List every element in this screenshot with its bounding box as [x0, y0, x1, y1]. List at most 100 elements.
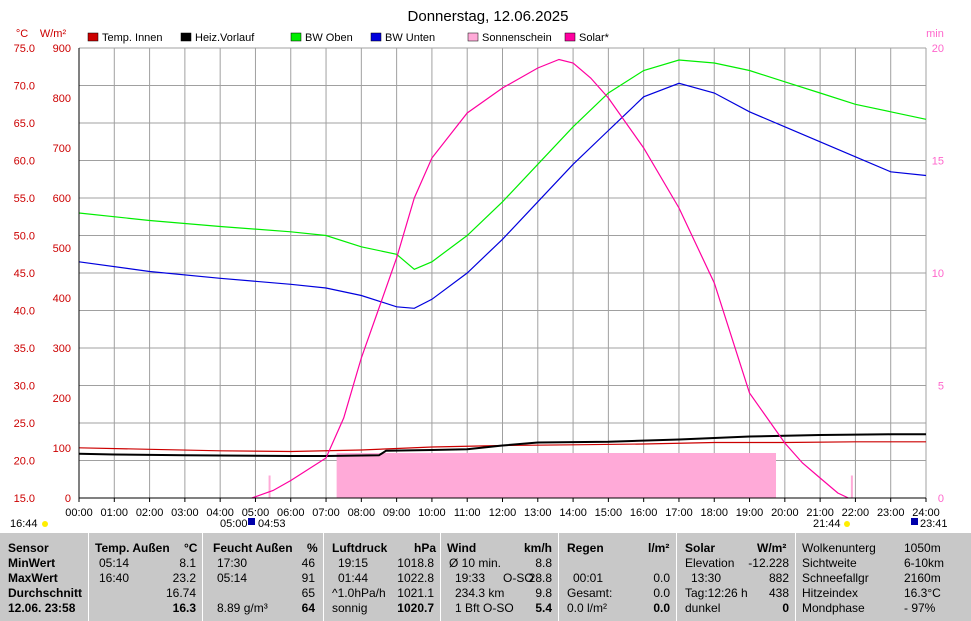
x-tick-label: 03:00	[171, 507, 199, 519]
solar-elevation-value: -12.228	[748, 556, 789, 570]
wind-max-value: 28.8	[528, 571, 552, 585]
rain-total-value: 0.0	[653, 586, 670, 600]
sensor-column: Sensor MinWert MaxWert Durchschnitt 12.0…	[0, 533, 88, 621]
pressure-header: Luftdruck	[332, 541, 388, 555]
y-tick-celsius: 20.0	[14, 456, 35, 468]
series-line-heiz-vorlauf	[78, 433, 926, 457]
x-tick-label: 04:00	[206, 507, 234, 519]
divider	[88, 533, 89, 621]
temp-current-value: 16.3	[172, 601, 196, 615]
wind-beaufort: 1 Bft O-SO	[455, 601, 514, 615]
pressure-current-value: 1020.7	[397, 601, 434, 615]
x-tick-label: 06:00	[277, 507, 305, 519]
stats-panel: Sensor MinWert MaxWert Durchschnitt 12.0…	[0, 533, 971, 621]
y-tick-wm2: 100	[53, 443, 71, 455]
rain-max-value: 0.0	[653, 571, 670, 585]
marker-21-44: 21:44	[813, 518, 841, 530]
solar-unit: W/m²	[757, 541, 787, 555]
rain-amount: 0.0 l/m²	[567, 601, 608, 615]
legend-swatch	[370, 32, 382, 42]
rain-unit: l/m²	[648, 541, 670, 555]
x-tick-label: 23:00	[877, 507, 905, 519]
heat-index-value: 16.3°C	[904, 586, 941, 600]
y-tick-celsius: 15.0	[14, 493, 35, 505]
y-tick-min: 0	[938, 493, 944, 505]
legend-swatch	[467, 32, 479, 42]
solar-state: dunkel	[685, 601, 721, 615]
humidity-max-time: 05:14	[217, 571, 248, 585]
humidity-header: Feucht Außen	[213, 541, 293, 555]
y-tick-celsius: 25.0	[14, 418, 35, 430]
x-tick-label: 09:00	[383, 507, 411, 519]
marker-05-00: 05:00	[220, 518, 248, 530]
misc-column: Wolkenunterg 1050m Sichtweite 6-10km Sch…	[796, 533, 971, 621]
wind-max-direction: O-SO	[503, 571, 534, 585]
visibility-value: 6-10km	[904, 556, 945, 570]
y-tick-celsius: 55.0	[14, 193, 35, 205]
wind-header: Wind	[447, 541, 477, 555]
solar-max-time: 13:30	[691, 571, 722, 585]
legend-label: BW Unten	[385, 32, 435, 44]
snowline-label: Schneefallgr	[802, 571, 869, 585]
chart: Donnerstag, 12.06.2025 °C W/m² min Temp.…	[10, 8, 948, 530]
temp-max-time: 16:40	[99, 571, 130, 585]
solar-elevation-label: Elevation	[685, 556, 735, 570]
divider	[795, 533, 796, 621]
humidity-avg-value: 65	[301, 586, 315, 600]
pressure-max-time: 01:44	[338, 571, 369, 585]
humidity-unit: %	[307, 541, 318, 555]
rain-header: Regen	[567, 541, 604, 555]
temp-column: Temp. Außen °C 05:14 8.1 16:40 23.2 16.7…	[89, 533, 202, 621]
marker-sunrise-icon	[248, 518, 255, 525]
humidity-absolute: 8.89 g/m³	[217, 601, 268, 615]
series-line-temp-innen	[78, 441, 926, 453]
marker-04-53: 04:53	[258, 518, 286, 530]
y-tick-wm2: 400	[53, 293, 71, 305]
wind-column: Wind km/h Ø 10 min. 8.8 19:33 O-SO 28.8 …	[441, 533, 558, 621]
solar-max-value: 882	[768, 571, 789, 585]
y-tick-wm2: 200	[53, 393, 71, 405]
x-tick-label: 02:00	[136, 507, 164, 519]
divider	[440, 533, 441, 621]
y-tick-celsius: 45.0	[14, 268, 35, 280]
pressure-avg-value: 1021.1	[397, 586, 434, 600]
series-line-bw-unten	[78, 82, 927, 309]
y-tick-celsius: 35.0	[14, 343, 35, 355]
wind-avg-label: Ø 10 min.	[449, 556, 502, 570]
wind-daily-avg: 9.8	[535, 586, 552, 600]
humidity-current-value: 64	[301, 601, 315, 615]
marker-16-44: 16:44	[10, 518, 38, 530]
moon-phase-label: Mondphase	[802, 601, 865, 615]
y-tick-wm2: 800	[53, 93, 71, 105]
x-tick-label: 13:00	[524, 507, 552, 519]
temp-unit: °C	[184, 541, 198, 555]
wind-avg-value: 8.8	[535, 556, 552, 570]
marker-sun-left-icon	[42, 521, 48, 527]
series-line-bw-oben	[78, 59, 927, 270]
sunshine-block	[336, 453, 777, 498]
x-tick-label: 12:00	[489, 507, 517, 519]
snowline-value: 2160m	[904, 571, 941, 585]
y-tick-celsius: 70.0	[14, 81, 35, 93]
tick-labels: 75.0 70.0 65.0 60.0 55.0 50.0 45.0 40.0 35.0 30.0…	[14, 43, 944, 519]
moon-phase-value: - 97%	[904, 601, 936, 615]
x-tick-label: 08:00	[348, 507, 376, 519]
x-tick-label: 01:00	[101, 507, 129, 519]
x-tick-label: 10:00	[418, 507, 446, 519]
legend-label: Heiz.Vorlauf	[195, 32, 255, 44]
x-tick-label: 19:00	[736, 507, 764, 519]
legend-swatch	[180, 32, 192, 42]
divider	[558, 533, 559, 621]
sensor-header: Sensor	[8, 541, 49, 555]
marker-sunset-icon	[844, 521, 850, 527]
y-tick-wm2: 700	[53, 143, 71, 155]
legend-swatch	[87, 32, 99, 42]
temp-header: Temp. Außen	[95, 541, 170, 555]
y-tick-celsius: 75.0	[14, 43, 35, 55]
wind-current-value: 5.4	[535, 601, 552, 615]
unit-wm2: W/m²	[40, 28, 67, 40]
pressure-min-time: 19:15	[338, 556, 369, 570]
humidity-column: Feucht Außen % 17:30 46 05:14 91 65 8.89…	[203, 533, 323, 621]
y-tick-min: 15	[932, 156, 944, 168]
heat-index-label: Hitzeindex	[802, 586, 859, 600]
